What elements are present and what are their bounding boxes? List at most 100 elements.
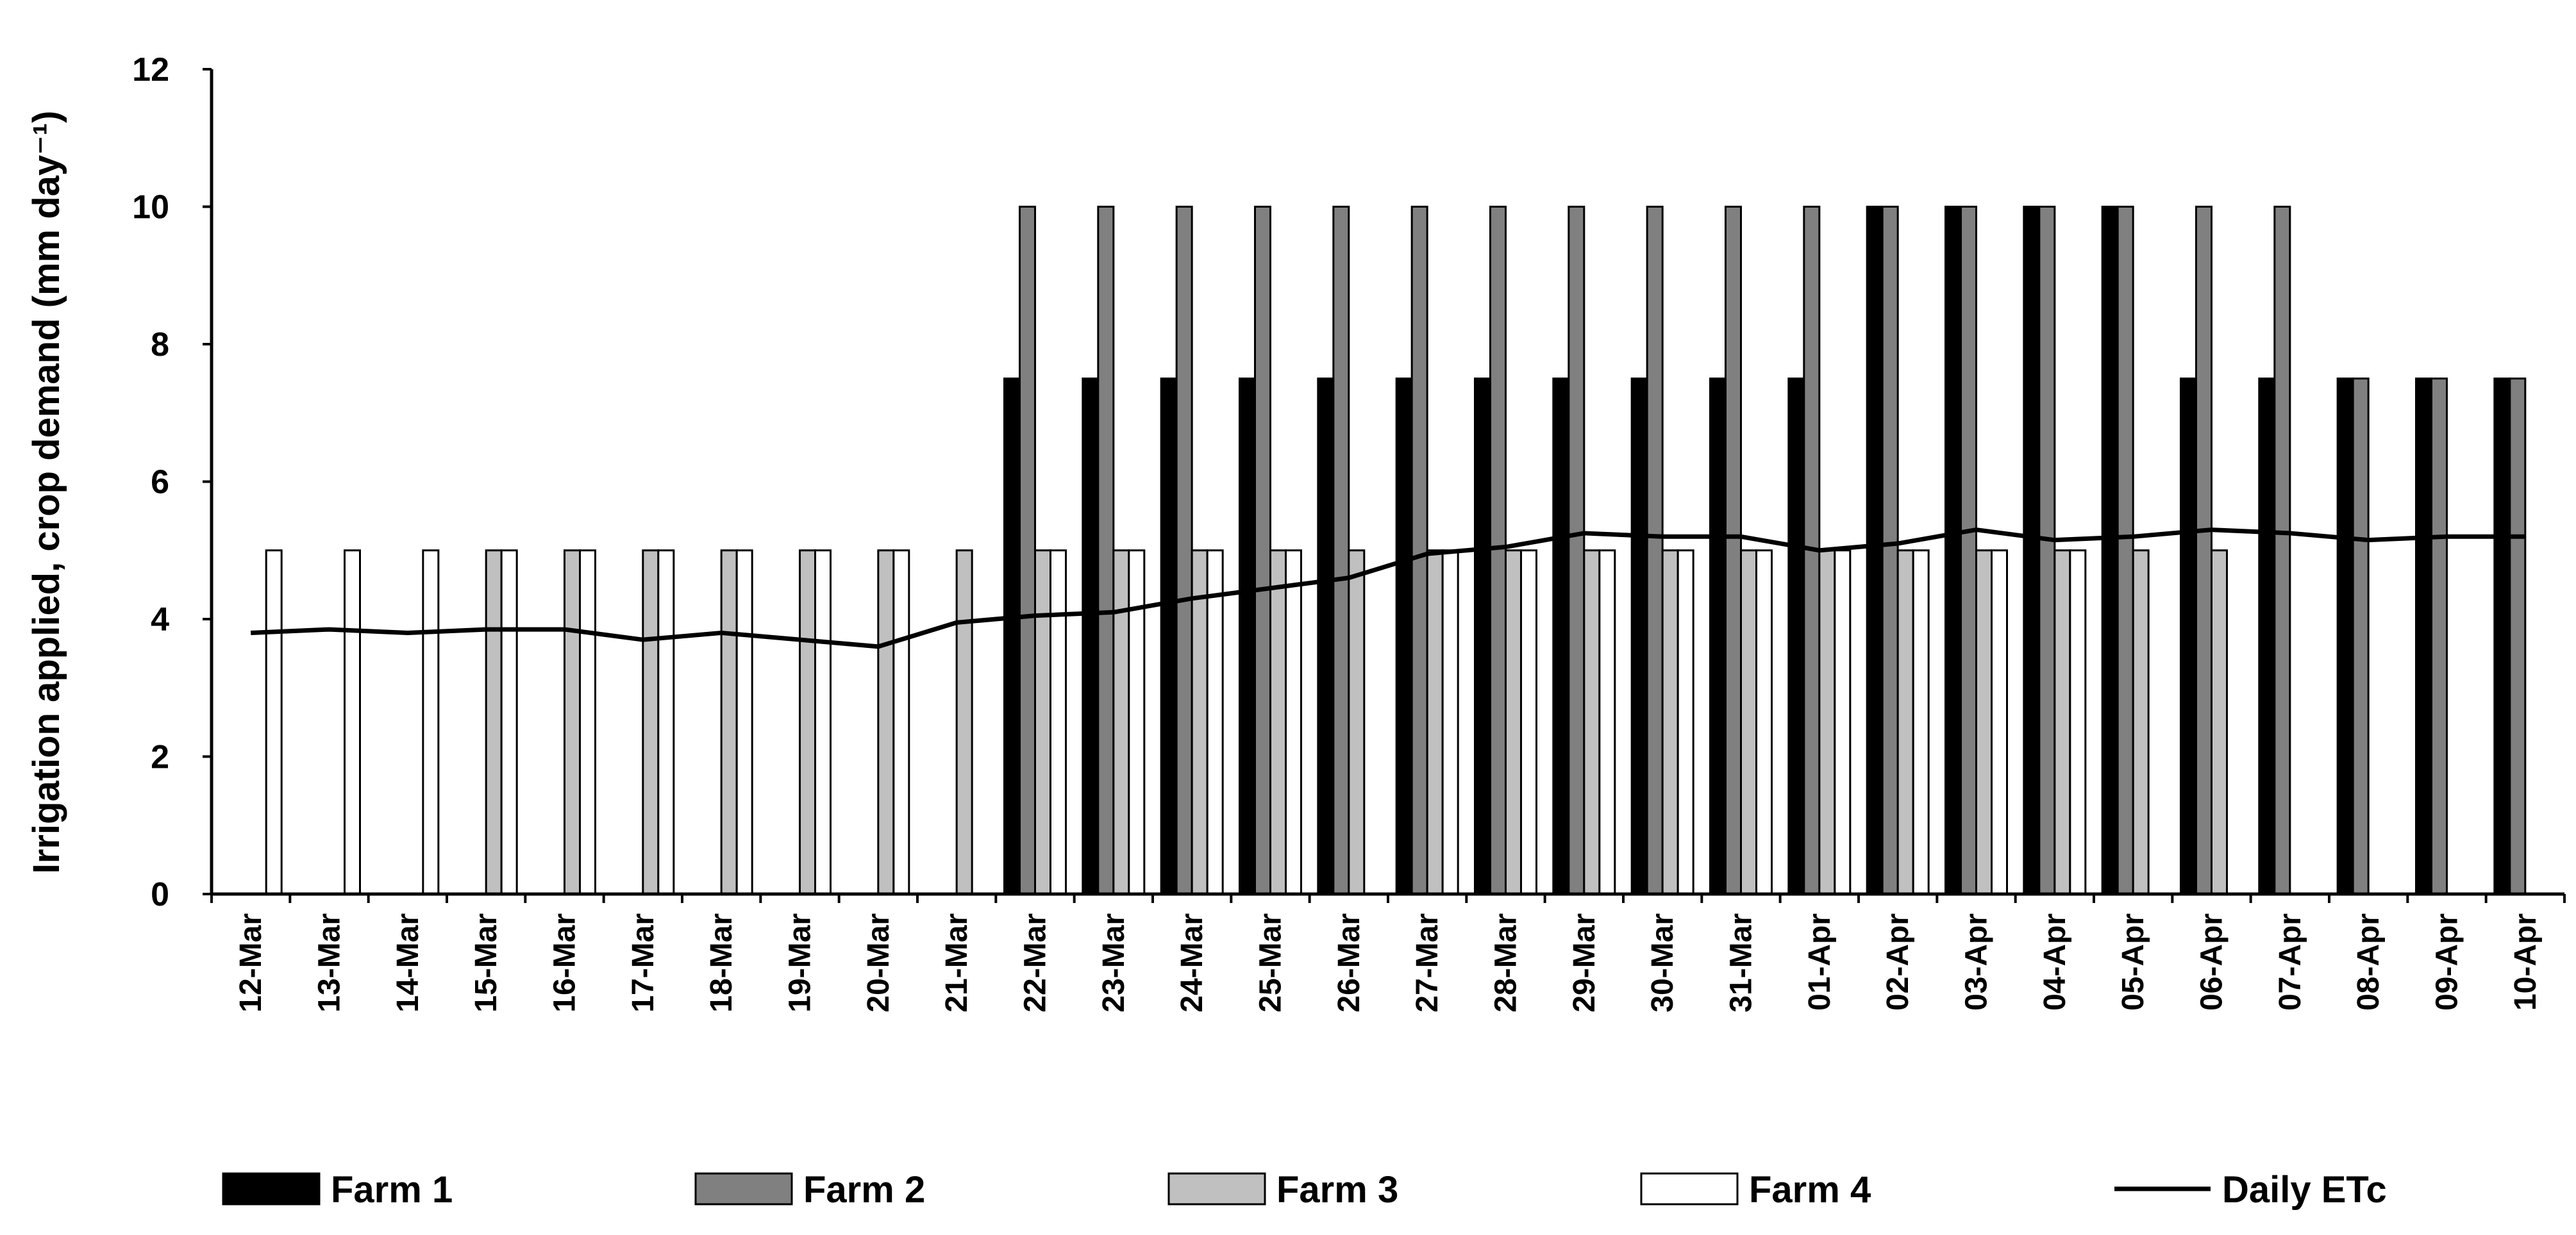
bar-farm-1-06-Apr xyxy=(2180,377,2197,895)
bar-farm-3-16-Mar xyxy=(564,549,581,895)
bar-farm-2-10-Apr xyxy=(2509,377,2527,895)
bar-farm-1-29-Mar xyxy=(1552,377,1570,895)
bar-farm-3-29-Mar xyxy=(1583,549,1601,895)
bar-farm-2-24-Mar xyxy=(1175,206,1193,895)
bar-farm-2-02-Apr xyxy=(1881,206,1899,895)
etc-line-layer xyxy=(251,527,2525,649)
bar-farm-4-22-Mar xyxy=(1050,549,1067,895)
x-tick-label-23-Mar: 23-Mar xyxy=(1097,913,1131,1013)
x-tick-label-22-Mar: 22-Mar xyxy=(1019,913,1053,1013)
y-axis-title: Irrigation applied, crop demand (mm day⁻… xyxy=(26,111,67,874)
bar-farm-1-03-Apr xyxy=(1945,206,1962,895)
bar-farm-4-16-Mar xyxy=(579,549,596,895)
y-tick-label-12: 12 xyxy=(132,51,169,88)
bar-farm-4-04-Apr xyxy=(2069,549,2087,895)
bar-farm-4-15-Mar xyxy=(500,549,518,895)
bar-farm-2-25-Mar xyxy=(1254,206,1271,895)
bars-layer xyxy=(265,206,2527,895)
legend-swatch-farm-2 xyxy=(694,1172,793,1206)
legend-label-daily-etc: Daily ETc xyxy=(2222,1169,2387,1211)
bar-farm-4-03-Apr xyxy=(1991,549,2008,895)
bar-farm-3-03-Apr xyxy=(1975,549,1993,895)
bar-farm-1-02-Apr xyxy=(1866,206,1884,895)
bar-farm-3-21-Mar xyxy=(955,549,973,895)
bar-farm-4-23-Mar xyxy=(1128,549,1146,895)
bar-farm-3-30-Mar xyxy=(1661,549,1679,895)
bar-farm-1-08-Apr xyxy=(2336,377,2354,895)
x-tick-label-06-Apr: 06-Apr xyxy=(2195,913,2229,1011)
bar-farm-1-30-Mar xyxy=(1630,377,1648,895)
legend: Farm 1 Farm 2 Farm 3 Farm 4 Daily ETc xyxy=(222,1169,2387,1211)
legend-label-farm-1: Farm 1 xyxy=(331,1169,453,1211)
bar-farm-2-26-Mar xyxy=(1332,206,1350,895)
bar-farm-3-18-Mar xyxy=(720,549,738,895)
y-tick-label-8: 8 xyxy=(151,326,169,363)
y-tick-label-4: 4 xyxy=(151,601,169,638)
bar-farm-1-27-Mar xyxy=(1395,377,1413,895)
x-tick-label-31-Mar: 31-Mar xyxy=(1725,913,1759,1013)
bar-farm-4-19-Mar xyxy=(814,549,832,895)
x-tick-label-03-Apr: 03-Apr xyxy=(1960,913,1994,1011)
bar-farm-4-20-Mar xyxy=(892,549,910,895)
bar-farm-1-07-Apr xyxy=(2258,377,2276,895)
bar-farm-2-05-Apr xyxy=(2116,206,2134,895)
legend-label-farm-4: Farm 4 xyxy=(1749,1169,1871,1211)
bar-farm-4-28-Mar xyxy=(1520,549,1537,895)
x-tick-label-15-Mar: 15-Mar xyxy=(469,913,503,1013)
bar-farm-2-07-Apr xyxy=(2273,206,2291,895)
bar-farm-2-22-Mar xyxy=(1019,206,1036,895)
bar-farm-2-03-Apr xyxy=(1960,206,1977,895)
bar-farm-3-17-Mar xyxy=(642,549,660,895)
x-tick-label-01-Apr: 01-Apr xyxy=(1803,913,1837,1011)
bar-farm-3-26-Mar xyxy=(1348,549,1366,895)
x-tick-label-20-Mar: 20-Mar xyxy=(862,913,896,1013)
bar-farm-2-27-Mar xyxy=(1410,206,1428,895)
legend-swatch-farm-4 xyxy=(1640,1172,1739,1206)
x-tick-label-25-Mar: 25-Mar xyxy=(1254,913,1288,1013)
bar-farm-4-31-Mar xyxy=(1755,549,1773,895)
bar-farm-4-14-Mar xyxy=(422,549,440,895)
bar-farm-2-28-Mar xyxy=(1489,206,1507,895)
bar-farm-3-01-Apr xyxy=(1818,549,1836,895)
bar-farm-3-24-Mar xyxy=(1191,549,1209,895)
bar-farm-2-04-Apr xyxy=(2038,206,2056,895)
bar-farm-3-22-Mar xyxy=(1034,549,1051,895)
bar-farm-2-06-Apr xyxy=(2195,206,2212,895)
bar-farm-3-06-Apr xyxy=(2211,549,2228,895)
bar-farm-3-31-Mar xyxy=(1740,549,1757,895)
x-tick-label-14-Mar: 14-Mar xyxy=(391,913,425,1013)
bar-farm-1-10-Apr xyxy=(2493,377,2511,895)
y-tick-label-6: 6 xyxy=(151,464,169,501)
x-tick-label-18-Mar: 18-Mar xyxy=(705,913,739,1013)
x-tick-label-10-Apr: 10-Apr xyxy=(2509,913,2543,1011)
bar-farm-3-02-Apr xyxy=(1896,549,1914,895)
x-tick-label-30-Mar: 30-Mar xyxy=(1646,913,1680,1013)
x-tick-label-07-Apr: 07-Apr xyxy=(2273,913,2307,1011)
bar-farm-2-23-Mar xyxy=(1097,206,1115,895)
x-tick-label-02-Apr: 02-Apr xyxy=(1881,913,1915,1011)
bar-farm-4-01-Apr xyxy=(1834,549,1852,895)
bar-farm-4-18-Mar xyxy=(735,549,753,895)
bar-farm-4-13-Mar xyxy=(344,549,361,895)
bar-farm-4-25-Mar xyxy=(1285,549,1302,895)
bar-farm-3-20-Mar xyxy=(877,549,895,895)
bar-farm-4-02-Apr xyxy=(1912,549,1930,895)
bar-farm-3-04-Apr xyxy=(2053,549,2071,895)
x-tick-label-21-Mar: 21-Mar xyxy=(940,913,974,1013)
bar-farm-2-29-Mar xyxy=(1568,206,1585,895)
x-tick-label-09-Apr: 09-Apr xyxy=(2430,913,2464,1011)
bar-farm-3-05-Apr xyxy=(2132,549,2150,895)
x-tick-label-08-Apr: 08-Apr xyxy=(2352,913,2386,1011)
bar-farm-1-09-Apr xyxy=(2415,377,2432,895)
bar-farm-3-19-Mar xyxy=(799,549,816,895)
bar-farm-2-09-Apr xyxy=(2430,377,2448,895)
legend-label-farm-2: Farm 2 xyxy=(803,1169,925,1211)
y-tick-label-0: 0 xyxy=(151,876,169,913)
bar-farm-1-31-Mar xyxy=(1709,377,1727,895)
axes-layer xyxy=(203,68,2566,903)
bar-farm-1-25-Mar xyxy=(1239,377,1256,895)
line-daily-etc xyxy=(251,527,2525,649)
bar-farm-4-17-Mar xyxy=(657,549,675,895)
